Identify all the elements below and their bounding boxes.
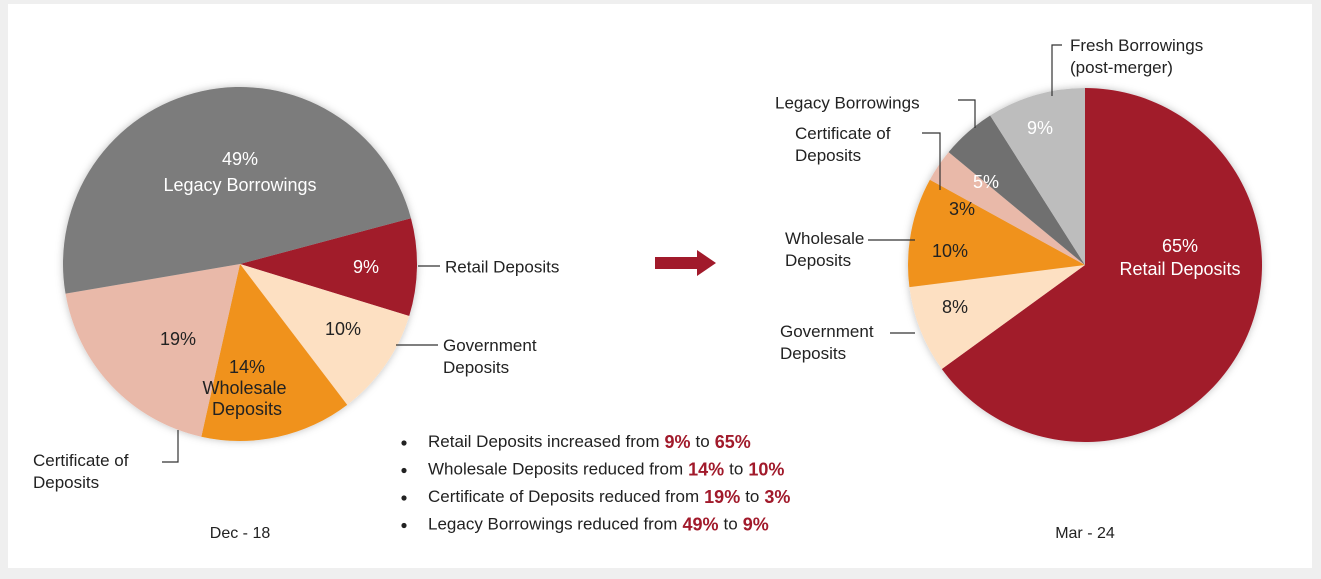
note-figure: 14% [688, 459, 724, 479]
slice-value-label: 8% [942, 297, 968, 317]
pie-slice [909, 265, 1085, 370]
bullet [401, 467, 407, 474]
slice-label: Wholesale Deposits [785, 229, 869, 270]
pie-slice [948, 115, 1085, 265]
slice-value-label: 14% [229, 357, 265, 377]
pie [63, 87, 418, 441]
pie-slice [65, 264, 241, 437]
slice-label: Government Deposits [443, 336, 541, 377]
bullet [401, 440, 407, 446]
slice-label: Fresh Borrowings (post-merger) [1070, 36, 1208, 77]
slice-value-label: 9% [1027, 118, 1053, 138]
slice-value-label: 49% [222, 149, 258, 169]
note-figure: 10% [748, 459, 784, 479]
slice-label: Certificate of Deposits [795, 124, 895, 165]
slice-label: Certificate of Deposits [33, 451, 133, 492]
note-figure: 49% [682, 514, 718, 534]
slice-label: Wholesale Deposits [202, 378, 291, 419]
note-text: to [724, 515, 738, 534]
bullet [401, 495, 407, 501]
pie-slice [990, 88, 1085, 265]
note-text: to [696, 432, 710, 451]
pie-slice [240, 264, 410, 405]
leader-line [958, 99, 976, 128]
slice-value-label: 9% [353, 257, 379, 277]
slice-label: Legacy Borrowings [163, 175, 316, 195]
slice-value-label: 19% [160, 329, 196, 349]
slice-label: Legacy Borrowings [775, 93, 920, 112]
note-figure: 9% [664, 432, 690, 452]
leader-line [162, 430, 179, 463]
note-text: Wholesale Deposits reduced from [428, 460, 683, 479]
arrow [655, 250, 716, 276]
chart-title: Mar - 24 [1055, 525, 1115, 542]
pie-slice [201, 264, 348, 441]
chart-title: Dec - 18 [210, 525, 271, 542]
note-text: Legacy Borrowings reduced from [428, 515, 677, 534]
note-figure: 3% [764, 487, 790, 507]
note-text: to [745, 487, 759, 506]
slice-value-label: 65% [1162, 236, 1198, 256]
slice-value-label: 3% [949, 199, 975, 219]
note-figure: 65% [715, 432, 751, 452]
note-figure: 19% [704, 487, 740, 507]
bullet [401, 522, 407, 529]
slice-label: Retail Deposits [445, 257, 559, 276]
note-figure: 9% [743, 514, 769, 534]
note: Legacy Borrowings reduced from 49% to 9% [428, 514, 769, 534]
pie-slice [63, 87, 411, 294]
note: Certificate of Deposits reduced from 19% t… [428, 487, 790, 507]
note-text: to [729, 460, 743, 479]
note: Wholesale Deposits reduced from 14% to 10% [428, 459, 784, 479]
note-text: Retail Deposits increased from [428, 432, 659, 451]
pie-slice [240, 218, 418, 316]
pie-slice [929, 152, 1085, 265]
slice-label: Retail Deposits [1119, 259, 1240, 279]
slice-label: Government Deposits [780, 322, 878, 363]
pie-slice [941, 88, 1262, 443]
note: Retail Deposits increased from 9% to 65% [428, 432, 751, 452]
pie-slice [908, 179, 1085, 288]
slice-value-label: 5% [973, 172, 999, 192]
note-text: Certificate of Deposits reduced from [428, 487, 699, 506]
pie [908, 88, 1262, 443]
slice-value-label: 10% [325, 319, 361, 339]
leader-line [1051, 44, 1062, 96]
leader-line [922, 132, 941, 190]
slice-value-label: 10% [932, 241, 968, 261]
